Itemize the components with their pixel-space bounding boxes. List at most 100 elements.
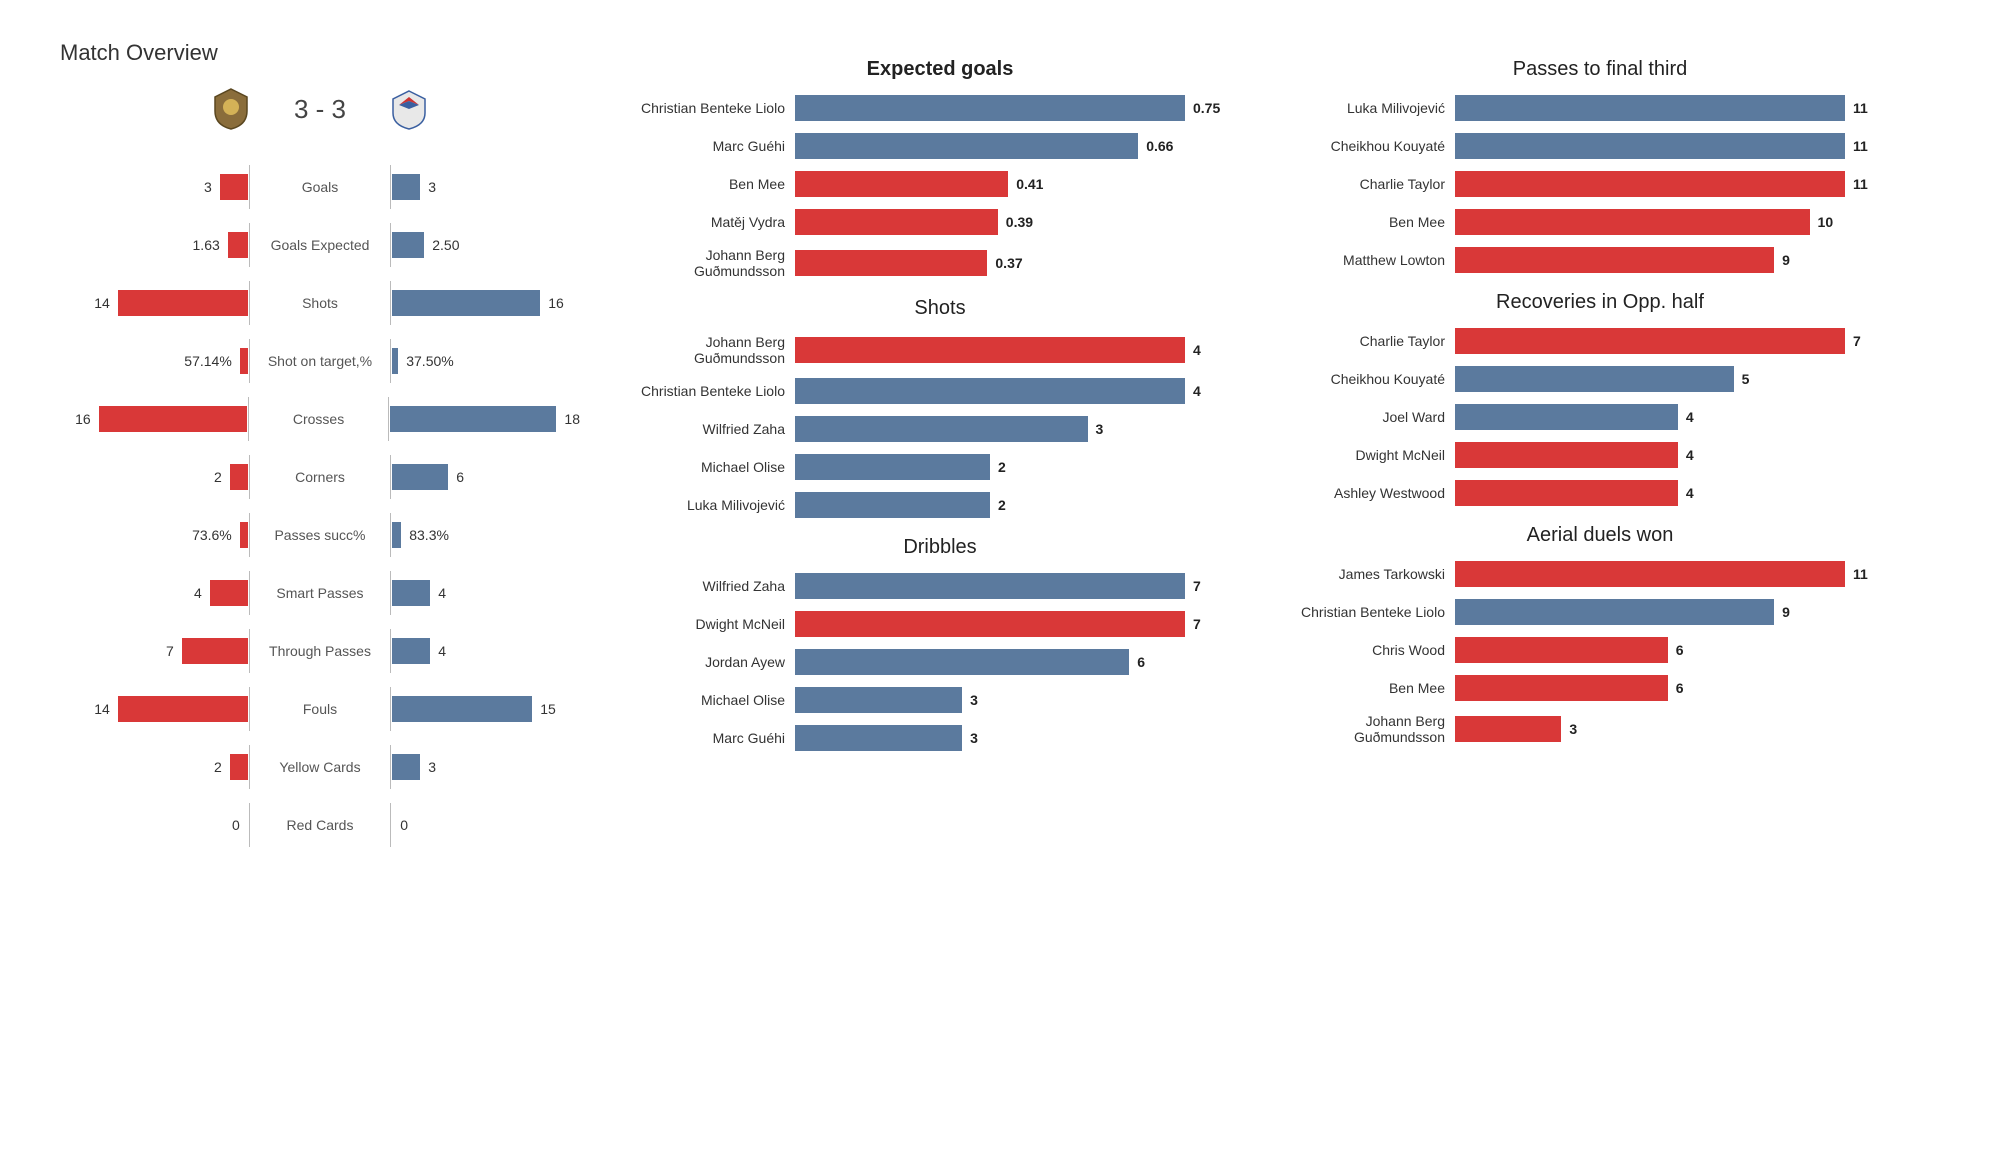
player-name: Johann Berg Guðmundsson — [640, 247, 795, 279]
player-value: 11 — [1853, 100, 1868, 116]
chart-title: Aerial duels won — [1300, 524, 1900, 547]
player-bar — [1455, 637, 1668, 663]
home-value: 14 — [94, 701, 110, 717]
player-value: 11 — [1853, 176, 1868, 192]
player-name: Luka Milivojević — [1300, 100, 1455, 116]
player-row: Charlie Taylor 7 — [1300, 328, 1900, 354]
home-bar — [182, 638, 248, 664]
player-bar — [1455, 480, 1678, 506]
player-value: 6 — [1137, 654, 1145, 670]
player-row: Wilfried Zaha3 — [640, 416, 1240, 442]
player-name: Charlie Taylor — [1300, 333, 1455, 349]
player-value: 3 — [1569, 721, 1577, 737]
player-bar — [795, 171, 1008, 197]
player-bar — [795, 378, 1185, 404]
player-value: 3 — [970, 692, 978, 708]
player-name: Cheikhou Kouyaté — [1300, 138, 1455, 154]
player-value: 2 — [998, 459, 1006, 475]
player-name: Marc Guéhi — [640, 730, 795, 746]
player-name: Christian Benteke Liolo — [1300, 604, 1455, 620]
player-row: Johann Berg Guðmundsson 4 — [640, 334, 1240, 366]
player-bar — [1455, 328, 1845, 354]
home-bar — [240, 522, 248, 548]
player-bar — [795, 725, 962, 751]
player-bar — [795, 573, 1185, 599]
player-name: Ben Mee — [640, 176, 795, 192]
away-value: 4 — [438, 643, 446, 659]
player-row: Cheikhou Kouyaté 11 — [1300, 133, 1900, 159]
player-row: Michael Olise 2 — [640, 454, 1240, 480]
player-row: Christian Benteke Liolo9 — [1300, 599, 1900, 625]
player-bar — [1455, 716, 1561, 742]
overview-row: 2Yellow Cards3 — [60, 742, 580, 792]
away-bar — [390, 406, 556, 432]
player-name: Dwight McNeil — [1300, 447, 1455, 463]
player-name: Wilfried Zaha — [640, 421, 795, 437]
away-value: 83.3% — [409, 527, 449, 543]
player-value: 4 — [1686, 447, 1694, 463]
away-bar — [392, 174, 420, 200]
player-row: Charlie Taylor 11 — [1300, 171, 1900, 197]
home-crest-icon — [208, 86, 254, 132]
stat-label: Fouls — [251, 701, 390, 717]
home-value: 2 — [214, 759, 222, 775]
home-bar — [220, 174, 248, 200]
player-row: Matthew Lowton 9 — [1300, 247, 1900, 273]
overview-row: 3Goals3 — [60, 162, 580, 212]
player-name: Matthew Lowton — [1300, 252, 1455, 268]
player-row: Ben Mee0.41 — [640, 171, 1240, 197]
away-bar — [392, 754, 420, 780]
stat-label: Yellow Cards — [251, 759, 390, 775]
player-bar — [1455, 599, 1774, 625]
player-row: Christian Benteke Liolo4 — [640, 378, 1240, 404]
home-value: 57.14% — [184, 353, 231, 369]
chart-title: Shots — [640, 297, 1240, 320]
player-bar — [795, 611, 1185, 637]
home-bar — [230, 754, 248, 780]
player-value: 9 — [1782, 252, 1790, 268]
home-value: 7 — [166, 643, 174, 659]
player-name: Charlie Taylor — [1300, 176, 1455, 192]
player-row: Wilfried Zaha7 — [640, 573, 1240, 599]
player-value: 0.75 — [1193, 100, 1220, 116]
player-name: Johann Berg Guðmundsson — [640, 334, 795, 366]
away-crest-icon — [386, 86, 432, 132]
player-row: Matěj Vydra0.39 — [640, 209, 1240, 235]
player-name: Johann Berg Guðmundsson — [1300, 713, 1455, 745]
player-bar — [795, 416, 1088, 442]
player-bar — [795, 133, 1138, 159]
away-value: 37.50% — [406, 353, 453, 369]
player-value: 3 — [970, 730, 978, 746]
player-row: Cheikhou Kouyaté5 — [1300, 366, 1900, 392]
player-name: Joel Ward — [1300, 409, 1455, 425]
player-value: 11 — [1853, 566, 1868, 582]
overview-row: 14Fouls15 — [60, 684, 580, 734]
home-bar — [118, 696, 248, 722]
away-bar — [392, 580, 430, 606]
player-value: 2 — [998, 497, 1006, 513]
player-value: 10 — [1818, 214, 1834, 230]
player-name: Marc Guéhi — [640, 138, 795, 154]
player-name: Ben Mee — [1300, 680, 1455, 696]
player-value: 11 — [1853, 138, 1868, 154]
player-row: Christian Benteke Liolo0.75 — [640, 95, 1240, 121]
home-value: 4 — [194, 585, 202, 601]
player-bar — [795, 454, 990, 480]
player-row: Marc Guéhi0.66 — [640, 133, 1240, 159]
player-name: Michael Olise — [640, 459, 795, 475]
player-bar — [795, 209, 998, 235]
player-row: Dwight McNeil 4 — [1300, 442, 1900, 468]
player-bar — [1455, 209, 1810, 235]
player-value: 4 — [1686, 485, 1694, 501]
away-value: 6 — [456, 469, 464, 485]
player-value: 4 — [1193, 342, 1201, 358]
chart-title: Passes to final third — [1300, 58, 1900, 81]
away-bar — [392, 348, 398, 374]
player-value: 7 — [1853, 333, 1861, 349]
score-display: 3 - 3 — [294, 94, 346, 125]
player-name: James Tarkowski — [1300, 566, 1455, 582]
player-name: Wilfried Zaha — [640, 578, 795, 594]
away-bar — [392, 522, 401, 548]
player-bar — [795, 492, 990, 518]
home-value: 1.63 — [193, 237, 220, 253]
